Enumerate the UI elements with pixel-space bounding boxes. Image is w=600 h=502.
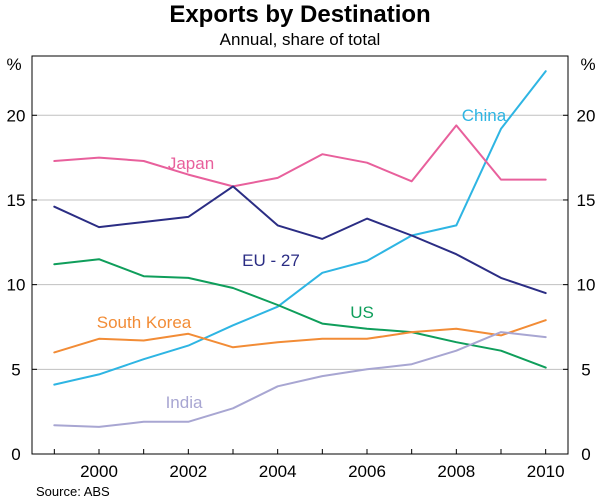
label-south-korea: South Korea xyxy=(97,313,192,332)
label-eu27: EU - 27 xyxy=(242,251,300,270)
y-tick-label-left: 5 xyxy=(11,360,20,379)
label-us: US xyxy=(350,303,374,322)
y-tick-label-right: 0 xyxy=(581,445,590,464)
chart-title: Exports by Destination xyxy=(169,1,430,28)
series-line-india xyxy=(53,331,547,428)
y-tick-label-left: 20 xyxy=(7,106,26,125)
chart-subtitle: Annual, share of total xyxy=(220,30,381,49)
y-tick-label-right: 10 xyxy=(577,276,596,295)
y-tick-labels: 0 0 5 5 10 10 15 15 20 20 xyxy=(7,106,596,464)
y-tick-label-right: 5 xyxy=(581,360,590,379)
label-china: China xyxy=(462,106,507,125)
x-tick-label: 2004 xyxy=(259,462,297,481)
label-japan: Japan xyxy=(168,154,214,173)
y-tick-label-left: 0 xyxy=(11,445,20,464)
x-tick-labels: 2000 2002 2004 2006 2008 2010 xyxy=(80,462,564,481)
x-tick-label: 2000 xyxy=(80,462,118,481)
y-unit-right: % xyxy=(580,55,595,74)
label-india: India xyxy=(166,393,203,412)
axis-ticks xyxy=(32,114,568,455)
series-line-eu-27 xyxy=(53,185,547,295)
series-line-us xyxy=(53,258,547,369)
gridlines xyxy=(32,114,568,370)
x-tick-label: 2010 xyxy=(527,462,565,481)
series-line-japan xyxy=(53,124,547,188)
x-tick-label: 2008 xyxy=(437,462,475,481)
series-line-south-korea xyxy=(53,319,547,354)
y-tick-label-right: 15 xyxy=(577,191,596,210)
y-unit-left: % xyxy=(6,55,21,74)
x-tick-label: 2006 xyxy=(348,462,386,481)
y-tick-label-right: 20 xyxy=(577,106,596,125)
x-tick-label: 2002 xyxy=(169,462,207,481)
y-tick-label-left: 15 xyxy=(7,191,26,210)
plot-frame xyxy=(31,55,569,455)
series-line-china xyxy=(53,70,547,386)
y-tick-label-left: 10 xyxy=(7,276,26,295)
source-note: Source: ABS xyxy=(36,484,110,499)
series-lines xyxy=(53,70,547,428)
